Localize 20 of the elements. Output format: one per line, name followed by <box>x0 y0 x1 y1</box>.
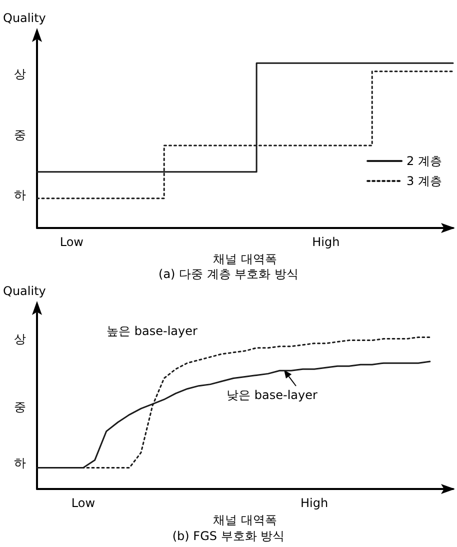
x-axis-title: 채널 대역폭 <box>213 512 277 527</box>
text: 중 <box>14 128 26 142</box>
x-tick-label: Low <box>71 496 96 510</box>
text: 하 <box>14 188 26 202</box>
text: 상 <box>14 332 26 346</box>
x-tick-label: Low <box>60 235 84 249</box>
annotation: 낮은 base-layer <box>226 388 318 402</box>
text: 상 <box>14 67 26 81</box>
y-axis-title: Quality <box>3 11 46 25</box>
legend-label: 3 계층 <box>406 174 442 188</box>
x-axis-title: 채널 대역폭 <box>213 252 277 266</box>
legend-label: 2 계층 <box>406 154 442 168</box>
y-axis-title: Quality <box>3 284 46 298</box>
text: 하 <box>14 456 26 470</box>
x-tick-label: High <box>300 496 328 510</box>
text: (a) 다중 계층 부호화 방식 <box>158 267 298 281</box>
annotation: 높은 base-layer <box>106 324 198 338</box>
text: 중 <box>14 400 26 414</box>
x-tick-label: High <box>312 235 340 249</box>
text: (b) FGS 부호화 방식 <box>172 529 285 543</box>
